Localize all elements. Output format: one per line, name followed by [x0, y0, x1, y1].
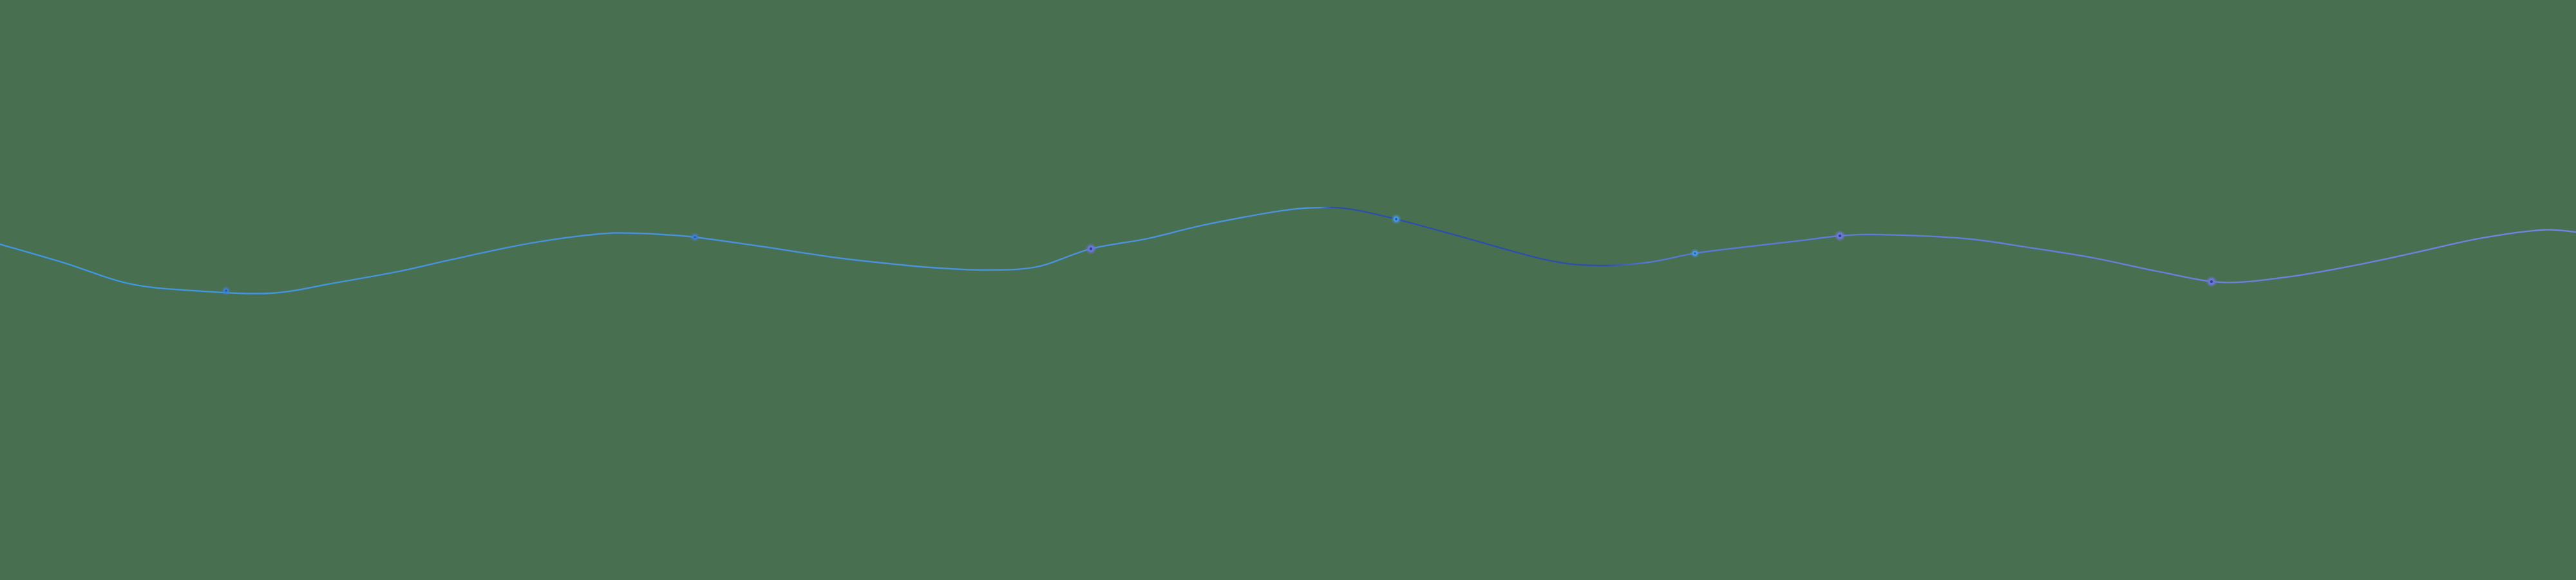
- marker-inner-dot: [225, 289, 227, 292]
- marker-inner-dot: [1395, 218, 1397, 220]
- data-point-marker: [1392, 215, 1401, 224]
- data-point-marker: [222, 286, 231, 295]
- data-point-marker: [2206, 276, 2217, 287]
- marker-inner-dot: [1694, 252, 1696, 255]
- marker-inner-dot: [1089, 247, 1093, 251]
- data-point-marker: [1835, 231, 1845, 241]
- data-point-marker: [1690, 249, 1700, 258]
- data-point-marker: [1086, 244, 1096, 254]
- data-point-marker: [690, 233, 699, 242]
- line-series-path: [0, 206, 2576, 295]
- marker-inner-dot: [694, 236, 696, 238]
- marker-inner-dot: [1838, 234, 1842, 238]
- marker-inner-dot: [2210, 280, 2213, 284]
